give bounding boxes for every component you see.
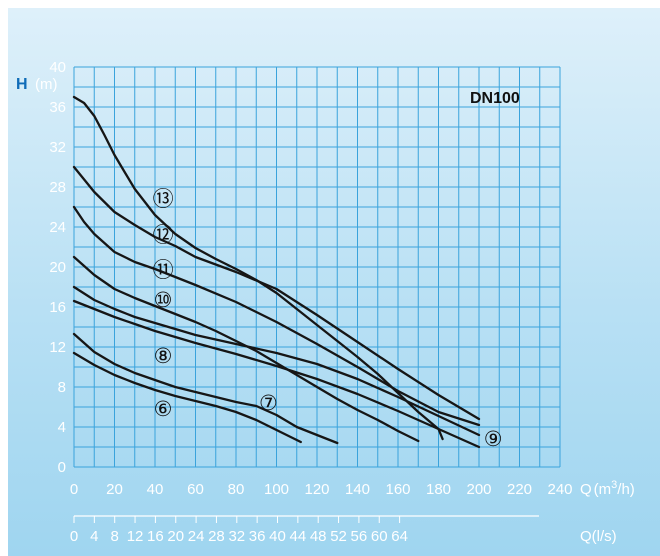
curve-label: ⑨ <box>484 428 503 451</box>
curve-line <box>72 351 302 444</box>
x-tick-label-m3h: 220 <box>507 481 532 498</box>
x-tick-label-ls: 44 <box>290 528 307 545</box>
model-label: DN100 <box>470 90 520 107</box>
x-axis-unit-m3h: Q (m3/h) <box>580 479 635 498</box>
y-tick-label: 0 <box>58 459 66 476</box>
x-tick-label-m3h: 100 <box>264 481 289 498</box>
curve-line <box>72 299 481 449</box>
y-tick-label: 12 <box>49 339 66 356</box>
y-tick-label: 4 <box>58 419 66 436</box>
curve-line <box>72 95 444 441</box>
x-tick-label-ls: 0 <box>70 528 78 545</box>
curve-line <box>72 285 481 437</box>
curve-line <box>72 165 481 421</box>
y-axis-letter: H <box>16 76 28 93</box>
curve-label: ⑥ <box>154 398 173 421</box>
performance-curves: ⑬ ⑫ ⑪ ⑩ ⑨ ⑧ ⑦ ⑥ <box>72 95 503 451</box>
x-tick-label-ls: 32 <box>228 528 245 545</box>
curve-line <box>72 205 481 427</box>
x-tick-label-m3h: 0 <box>70 481 78 498</box>
x-tick-label-m3h: 240 <box>547 481 572 498</box>
x-tick-label-m3h: 200 <box>466 481 491 498</box>
x-tick-label-ls: 16 <box>147 528 164 545</box>
curve-label: ⑫ <box>153 224 174 247</box>
y-tick-label: 36 <box>49 99 66 116</box>
y-tick-label: 24 <box>49 219 66 236</box>
x-tick-label-ls: 36 <box>249 528 266 545</box>
x-tick-label-ls: 28 <box>208 528 225 545</box>
x-tick-label-m3h: 20 <box>106 481 123 498</box>
y-tick-label: 16 <box>49 299 66 316</box>
x-tick-label-m3h: 140 <box>345 481 370 498</box>
y-tick-label: 20 <box>49 259 66 276</box>
y-tick-label: 32 <box>49 139 66 156</box>
curve-line <box>72 332 339 445</box>
x-tick-label-ls: 48 <box>310 528 327 545</box>
x-tick-label-m3h: 80 <box>228 481 245 498</box>
x-axis-unit-ls: Q(l/s) <box>580 528 617 545</box>
curve-label: ⑬ <box>153 188 174 211</box>
x-tick-label-ls: 20 <box>167 528 184 545</box>
x-tick-label-m3h: 180 <box>426 481 451 498</box>
x-tick-label-ls: 40 <box>269 528 286 545</box>
curve-label: ⑧ <box>154 345 173 368</box>
grid-lines <box>73 66 561 468</box>
x-tick-label-ls: 12 <box>127 528 144 545</box>
x-tick-label-m3h: 120 <box>304 481 329 498</box>
x-tick-label-m3h: 60 <box>187 481 204 498</box>
x-tick-label-ls: 56 <box>351 528 368 545</box>
x-tick-label-m3h: 40 <box>147 481 164 498</box>
x-tick-label-ls: 8 <box>111 528 119 545</box>
x-tick-label-ls: 4 <box>90 528 98 545</box>
x-tick-label-ls: 60 <box>371 528 388 545</box>
y-tick-label: 28 <box>49 179 66 196</box>
y-tick-label: 8 <box>58 379 66 396</box>
y-tick-label: 40 <box>49 59 66 76</box>
axis-labels: H (m) DN100 Q (m3/h) Q(l/s) 0481216202428… <box>16 59 635 545</box>
x-tick-label-m3h: 160 <box>385 481 410 498</box>
curve-label: ⑦ <box>259 392 278 415</box>
x-tick-label-ls: 24 <box>188 528 205 545</box>
x-tick-label-ls: 64 <box>391 528 408 545</box>
y-axis-unit: (m) <box>35 76 58 93</box>
x-tick-label-ls: 52 <box>330 528 347 545</box>
curve-label: ⑩ <box>154 289 173 312</box>
curve-label: ⑪ <box>153 259 174 282</box>
